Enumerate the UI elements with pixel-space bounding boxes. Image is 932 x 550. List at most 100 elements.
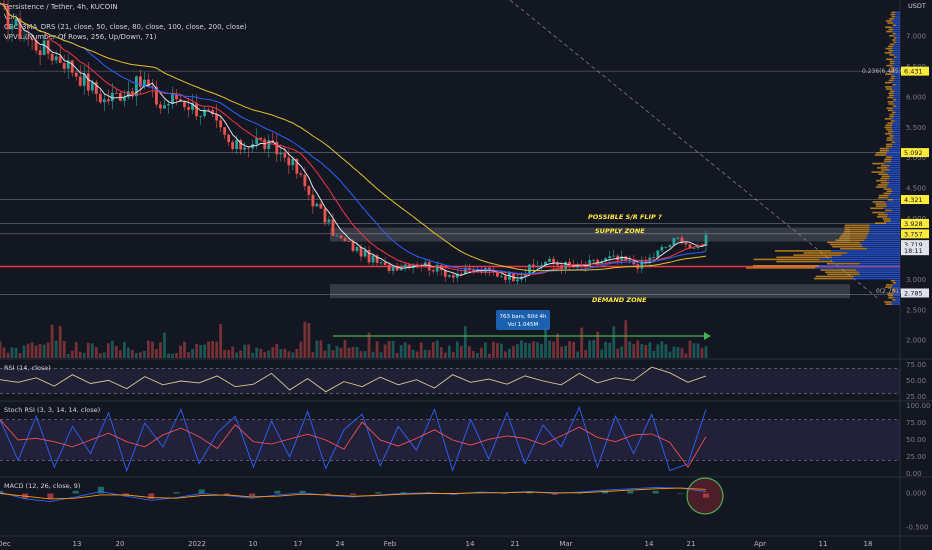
vpvr-row-down <box>875 205 887 207</box>
vpvr-row-up <box>894 113 900 116</box>
candle-body <box>459 273 463 275</box>
vpvr-row-up <box>893 109 900 112</box>
vpvr-row-up <box>856 269 900 271</box>
vpvr-row-up <box>859 241 900 244</box>
volume-bar <box>624 320 628 358</box>
range-info-box <box>496 310 550 330</box>
vpvr-row-up <box>888 173 900 176</box>
vpvr-row-up <box>831 256 900 259</box>
vpvr-row-down <box>883 160 892 163</box>
vpvr-row-down <box>888 92 894 95</box>
volume-bar <box>227 349 231 358</box>
vpvr-row-up <box>895 111 900 114</box>
price-tag-label: 3.928 <box>904 220 923 228</box>
candle-body <box>235 140 239 150</box>
vpvr-row-up <box>896 282 900 284</box>
vpvr-row-up <box>889 175 900 178</box>
volume-bar <box>62 340 66 358</box>
vpvr-row-up <box>893 22 900 24</box>
candle-body <box>540 265 543 267</box>
volume-bar <box>660 341 664 358</box>
candle-body <box>70 60 74 73</box>
range-info-volume: Vol 1.045M <box>508 322 539 328</box>
vpvr-row-down <box>892 32 896 35</box>
candle-body <box>672 238 676 246</box>
volume-bar <box>34 345 38 358</box>
vpvr-row-up <box>891 188 900 190</box>
candle-body <box>22 37 26 39</box>
candle-body <box>175 94 178 100</box>
vpvr-row-down <box>884 301 892 303</box>
candle-body <box>283 153 287 158</box>
stoch-axis-tick: 25.00 <box>906 453 926 461</box>
volume-bar <box>528 343 531 358</box>
ma-red-line <box>0 2 707 276</box>
vpvr-row-down <box>893 56 897 58</box>
candle-body <box>564 262 567 269</box>
macd-axis-tick: 0.000 <box>906 490 926 498</box>
candle-body <box>191 103 194 110</box>
volume-bar <box>544 327 547 358</box>
vpvr-row-down <box>892 83 896 86</box>
vpvr-row-up <box>892 30 900 33</box>
vpvr-row-up <box>888 150 900 152</box>
vpvr-row-down <box>882 218 891 220</box>
candle-body <box>130 91 134 97</box>
price-tag-label: 5.092 <box>904 149 923 157</box>
vpvr-row-down <box>888 296 894 299</box>
volume-bar <box>600 349 604 358</box>
vpvr-row-up <box>892 88 900 90</box>
vpvr-row-up <box>892 107 900 110</box>
vpvr-row-up <box>868 233 900 235</box>
volume-bar <box>134 352 138 358</box>
vpvr-row-down <box>891 141 896 144</box>
candle-body <box>30 38 34 41</box>
vpvr-row-down <box>892 98 897 101</box>
candle-body <box>122 97 126 101</box>
vpvr-row-down <box>886 88 893 90</box>
volume-bar <box>66 353 70 358</box>
candle-body <box>195 103 198 117</box>
candle-body <box>556 263 559 266</box>
volume-bar <box>22 345 26 358</box>
candle-body <box>652 257 656 258</box>
volume-bar <box>704 346 708 358</box>
vpvr-row-up <box>895 288 900 291</box>
vpvr-row-up <box>893 101 900 103</box>
volume-bar <box>46 342 50 358</box>
vpvr-row-down <box>883 192 891 195</box>
vpvr-row-up <box>887 167 900 169</box>
vpvr-row-down <box>886 137 893 139</box>
candle-body <box>399 267 403 271</box>
candle-body <box>644 260 648 262</box>
vpvr-row-up <box>846 252 900 254</box>
vpvr-row-up <box>815 267 900 269</box>
vpvr-row-down <box>892 299 896 301</box>
candle-body <box>680 237 684 243</box>
vpvr-row-down <box>879 147 889 150</box>
volume-bar <box>78 351 82 358</box>
candle-body <box>544 261 547 266</box>
candle-body <box>98 93 102 103</box>
price-tag-label: 6.431 <box>904 68 923 76</box>
vpvr-row-down <box>879 194 889 197</box>
vpvr-row-up <box>892 145 900 148</box>
vpvr-row-down <box>887 292 894 295</box>
rsi-axis-tick: 50.00 <box>906 377 926 385</box>
volume-bar <box>130 349 134 358</box>
time-axis-tick: Mar <box>559 540 572 548</box>
volume-bar <box>94 347 98 358</box>
candle-body <box>110 92 114 102</box>
volume-bar <box>355 347 359 358</box>
price-tag-box <box>901 218 929 228</box>
price-axis-tick: 5.000 <box>906 154 926 162</box>
candle-body <box>363 249 367 257</box>
vpvr-row-down <box>844 228 870 231</box>
candle-body <box>532 264 535 267</box>
vpvr-row-up <box>891 73 900 75</box>
macd-histogram-bar <box>173 492 180 494</box>
price-axis-tick: 7.000 <box>906 33 926 41</box>
volume-bar <box>620 346 624 358</box>
vpvr-row-up <box>891 81 900 84</box>
